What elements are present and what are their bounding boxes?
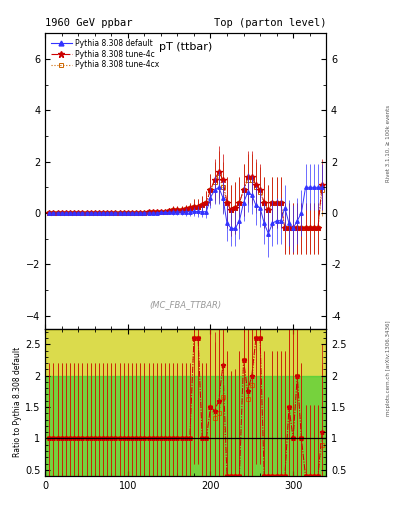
Bar	[45, 376, 326, 470]
Text: mcplots.cern.ch [arXiv:1306.3436]: mcplots.cern.ch [arXiv:1306.3436]	[386, 321, 391, 416]
Text: pT (ttbar): pT (ttbar)	[159, 42, 212, 52]
Text: (MC_FBA_TTBAR): (MC_FBA_TTBAR)	[150, 301, 222, 309]
Text: Top (parton level): Top (parton level)	[214, 18, 326, 28]
Bar	[45, 329, 326, 476]
Bar	[45, 376, 326, 476]
Y-axis label: Ratio to Pythia 8.308 default: Ratio to Pythia 8.308 default	[13, 347, 22, 457]
Legend: Pythia 8.308 default, Pythia 8.308 tune-4c, Pythia 8.308 tune-4cx: Pythia 8.308 default, Pythia 8.308 tune-…	[49, 37, 161, 71]
Text: 1960 GeV ppbar: 1960 GeV ppbar	[45, 18, 133, 28]
Text: Rivet 3.1.10, ≥ 100k events: Rivet 3.1.10, ≥ 100k events	[386, 105, 391, 182]
